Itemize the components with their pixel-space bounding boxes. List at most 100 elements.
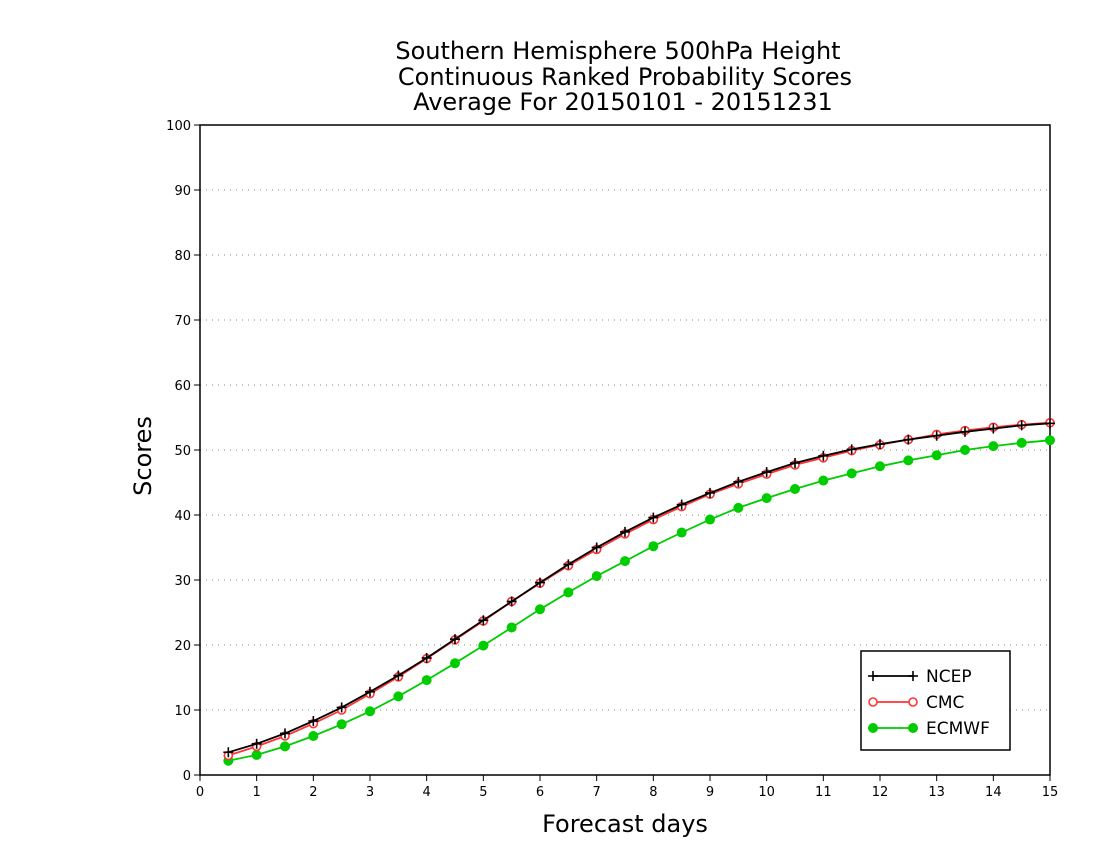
data-point-ncep	[223, 747, 234, 758]
data-point-ecmwf	[988, 441, 999, 452]
x-tick-label: 15	[1042, 785, 1059, 800]
x-tick-label: 1	[253, 785, 261, 800]
data-point-ecmwf	[676, 527, 687, 538]
data-point-ecmwf	[875, 461, 885, 472]
grid	[200, 189, 1050, 711]
y-tick-label: 30	[174, 574, 191, 589]
x-tick-label: 7	[593, 785, 601, 800]
data-point-ncep	[450, 634, 460, 645]
y-tick-label: 100	[166, 119, 191, 134]
data-point-ecmwf	[761, 493, 772, 504]
x-tick-label: 11	[815, 785, 832, 800]
data-point-ecmwf	[705, 514, 715, 525]
data-point-ncep	[336, 702, 347, 713]
data-point-ncep	[1016, 420, 1027, 431]
title-line-3: Average For 20150101 - 20151231	[413, 88, 833, 116]
y-tick-label: 80	[174, 249, 191, 264]
x-tick-label: 0	[196, 785, 204, 800]
data-point-ncep	[733, 476, 744, 487]
legend: NCEP CMC ECMWF	[860, 650, 1011, 751]
y-tick-label: 60	[174, 379, 191, 394]
data-point-ecmwf	[620, 556, 630, 567]
data-point-ncep	[591, 542, 602, 553]
data-point-ncep	[308, 716, 319, 727]
x-tick-label: 5	[479, 785, 487, 800]
data-point-ncep	[393, 670, 404, 681]
data-point-ecmwf	[818, 475, 829, 486]
y-tick-label: 0	[183, 769, 191, 784]
x-tick-label: 3	[366, 785, 374, 800]
data-point-ncep	[903, 434, 914, 445]
legend-marker	[908, 671, 918, 681]
data-point-ecmwf	[506, 622, 517, 633]
legend-label: CMC	[926, 693, 964, 713]
data-point-ncep	[365, 686, 375, 697]
legend-item-ecmwf: ECMWF	[868, 719, 990, 739]
data-point-ncep	[506, 596, 517, 607]
y-tick-label: 70	[174, 314, 191, 329]
legend-item-cmc: CMC	[868, 693, 964, 713]
data-point-ecmwf	[960, 445, 970, 455]
y-tick-label: 50	[174, 444, 191, 459]
data-point-ecmwf	[535, 604, 545, 615]
data-point-ecmwf	[421, 675, 432, 686]
x-tick-label: 14	[985, 785, 1002, 800]
x-tick-label: 6	[536, 785, 544, 800]
legend-label: NCEP	[926, 667, 972, 687]
data-point-ncep	[676, 499, 687, 510]
data-point-ncep	[960, 426, 970, 437]
data-point-ncep	[280, 728, 290, 739]
data-point-ncep	[478, 615, 489, 626]
chart-title: Southern Hemisphere 500hPa Height Contin…	[395, 37, 852, 116]
x-tick-label: 13	[928, 785, 945, 800]
data-point-ncep	[988, 423, 999, 434]
data-point-ecmwf	[1016, 437, 1027, 448]
data-point-ecmwf	[931, 450, 942, 461]
legend-marker	[908, 697, 918, 707]
data-point-ecmwf	[450, 658, 460, 669]
data-point-ecmwf	[251, 749, 262, 760]
data-point-ncep	[761, 467, 772, 478]
data-point-ncep	[931, 430, 942, 441]
legend-box	[860, 650, 1011, 751]
data-point-ncep	[421, 653, 432, 663]
x-tick-label: 10	[758, 785, 775, 800]
x-axis-label: Forecast days	[542, 810, 708, 838]
data-point-ncep	[846, 444, 857, 455]
data-point-ecmwf	[336, 719, 347, 730]
data-point-ncep	[535, 577, 545, 588]
plot-frame	[199, 124, 1051, 776]
legend-item-ncep: NCEP	[868, 667, 972, 687]
x-tick-label: 2	[309, 785, 317, 800]
title-line-1: Southern Hemisphere 500hPa Height	[395, 37, 840, 65]
y-tick-label: 20	[174, 639, 191, 654]
data-point-ncep	[620, 526, 630, 537]
y-tick-label: 40	[174, 509, 191, 524]
title-line-2: Continuous Ranked Probability Scores	[398, 63, 852, 91]
data-point-ncep	[875, 439, 885, 450]
y-tick-label: 10	[174, 704, 191, 719]
data-point-ncep	[705, 487, 715, 498]
x-tick-label: 9	[706, 785, 714, 800]
legend-label: ECMWF	[926, 719, 990, 739]
data-point-ncep	[818, 450, 829, 461]
series-ncep	[223, 418, 1055, 758]
data-series	[223, 417, 1055, 766]
data-point-ecmwf	[648, 541, 659, 552]
legend-marker	[868, 723, 878, 733]
data-point-ecmwf	[365, 706, 375, 717]
x-tick-label: 12	[872, 785, 889, 800]
data-point-ecmwf	[563, 587, 574, 598]
data-point-ncep	[563, 559, 574, 570]
data-point-ecmwf	[478, 640, 489, 651]
data-point-ecmwf	[1045, 435, 1055, 446]
data-point-ecmwf	[393, 691, 404, 702]
data-point-ecmwf	[308, 731, 319, 741]
data-point-ecmwf	[733, 502, 744, 513]
data-point-ecmwf	[846, 468, 857, 479]
data-point-ecmwf	[280, 741, 290, 752]
data-point-ncep	[1045, 418, 1055, 429]
data-point-ncep	[648, 512, 659, 523]
